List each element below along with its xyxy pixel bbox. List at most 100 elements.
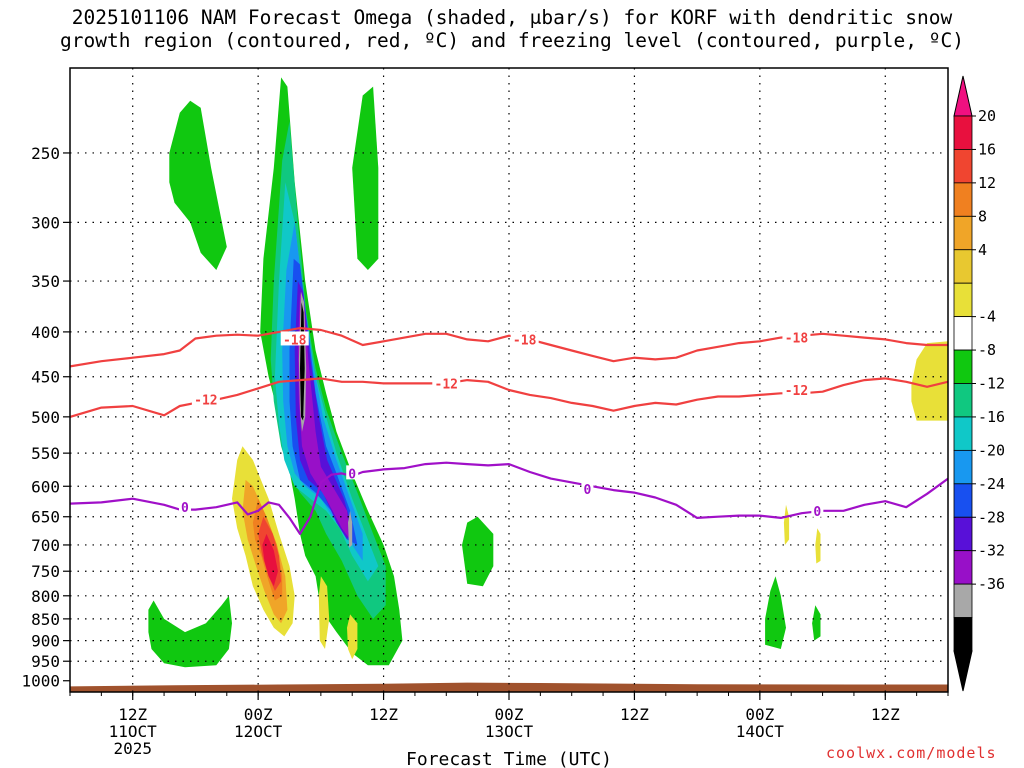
colorbar-swatch-9 bbox=[953, 416, 973, 451]
colorbar-label-11: -28 bbox=[978, 508, 1005, 526]
colorbar-label-6: -8 bbox=[978, 341, 996, 359]
colorbar-label-7: -12 bbox=[978, 375, 1005, 393]
shade-descent-yellow-right2 bbox=[783, 504, 790, 545]
shaded-regions bbox=[70, 77, 948, 692]
contour-label-bg bbox=[782, 382, 811, 397]
y-tick-label-500: 500 bbox=[31, 408, 60, 427]
colorbar-swatch-5 bbox=[953, 282, 973, 318]
colorbar-swatch-2 bbox=[953, 182, 973, 217]
contour-label-9: 0 bbox=[813, 505, 821, 520]
colorbar-label-2: 12 bbox=[978, 174, 996, 192]
colorbar-swatch-15 bbox=[953, 617, 973, 652]
x-axis-title: Forecast Time (UTC) bbox=[406, 749, 612, 768]
axes: 250 300 350 400 450 500 550 600 650 700 750 800 850 9… bbox=[21, 144, 949, 758]
colorbar-swatch-4 bbox=[953, 249, 973, 284]
contour-label-3: -12 bbox=[194, 394, 217, 409]
shade-descent-yellow-right3 bbox=[815, 528, 821, 564]
contour-label-5: -12 bbox=[785, 384, 808, 399]
shade-ascent-green-upper bbox=[352, 86, 379, 270]
colorbar-swatch-6 bbox=[953, 316, 973, 351]
colorbar-swatch-14 bbox=[953, 583, 973, 618]
colorbar-swatch-7 bbox=[953, 349, 973, 384]
y-tick-label-700: 700 bbox=[31, 536, 60, 555]
y-tick-label-450: 450 bbox=[31, 368, 60, 387]
colorbar-top-arrow bbox=[953, 75, 973, 117]
contour-label-bg bbox=[432, 375, 461, 390]
y-tick-label-950: 950 bbox=[31, 652, 60, 671]
shade-descent-yellow-mid bbox=[318, 576, 330, 649]
y-tick-label-250: 250 bbox=[31, 144, 60, 163]
y-tick-label-1000: 1000 bbox=[21, 672, 60, 691]
colorbar-label-4: 4 bbox=[978, 241, 987, 259]
contour-label-bg bbox=[510, 331, 539, 346]
colorbar-swatch-11 bbox=[953, 483, 973, 518]
shade-ground-terrain bbox=[70, 682, 948, 692]
colorbar-label-8: -16 bbox=[978, 408, 1005, 426]
contour-label-0: -18 bbox=[283, 333, 307, 348]
y-tick-label-300: 300 bbox=[31, 213, 60, 232]
colorbar-label-3: 8 bbox=[978, 207, 987, 225]
shade-ascent-grey-low bbox=[348, 510, 353, 548]
contour-label-2: -18 bbox=[785, 332, 809, 347]
y-tick-label-900: 900 bbox=[31, 632, 60, 651]
shade-descent-yellow-right bbox=[911, 341, 948, 421]
contour-labels: -18 -18 -18 -12 -12 -12 0 0 0 0 bbox=[178, 329, 824, 520]
x-tick-year: 2025 bbox=[113, 739, 152, 758]
y-tick-label-800: 800 bbox=[31, 587, 60, 606]
x-tick-date: 12OCT bbox=[234, 722, 283, 741]
x-tick-label: 12Z bbox=[118, 705, 147, 724]
x-tick-date: 13OCT bbox=[485, 722, 534, 741]
colorbar-label-9: -20 bbox=[978, 441, 1005, 459]
contour-label-bg bbox=[346, 465, 359, 480]
x-tick-label: 12Z bbox=[620, 705, 649, 724]
x-tick-label: 12Z bbox=[369, 705, 398, 724]
x-tick-date: 14OCT bbox=[736, 722, 785, 741]
shade-descent-yellow-mid2 bbox=[347, 614, 358, 660]
colorbar-swatch-3 bbox=[953, 215, 973, 251]
colorbar-label-5: -4 bbox=[978, 308, 996, 326]
y-tick-label-850: 850 bbox=[31, 610, 60, 629]
colorbar-label-1: 16 bbox=[978, 140, 996, 158]
contour-label-bg bbox=[280, 331, 309, 346]
y-tick-label-550: 550 bbox=[31, 444, 60, 463]
contour-label-1: -18 bbox=[513, 333, 537, 348]
x-tick-label: 12Z bbox=[871, 705, 900, 724]
colorbar-swatch-12 bbox=[953, 516, 973, 552]
shade-ascent-green-right1 bbox=[765, 576, 786, 649]
colorbar-swatch-13 bbox=[953, 550, 973, 585]
colorbar-swatch-8 bbox=[953, 383, 973, 418]
y-tick-label-400: 400 bbox=[31, 323, 60, 342]
shade-ascent-green-left bbox=[169, 100, 227, 270]
colorbar-swatch-0 bbox=[953, 115, 973, 150]
colorbar-label-12: -32 bbox=[978, 542, 1005, 560]
colorbar-swatch-1 bbox=[953, 149, 973, 184]
contour-label-bg bbox=[178, 499, 191, 514]
shade-ascent-green-lowleft bbox=[148, 595, 232, 668]
colorbar-label-0: 20 bbox=[978, 107, 996, 125]
shade-ascent-indigo bbox=[294, 281, 353, 540]
contour-label-6: 0 bbox=[181, 501, 189, 516]
colorbar-label-10: -24 bbox=[978, 475, 1005, 493]
shade-descent-pink bbox=[262, 533, 278, 587]
contour-label-8: 0 bbox=[583, 483, 591, 498]
contour-label-7: 0 bbox=[348, 467, 356, 482]
shade-ascent-teal bbox=[270, 121, 386, 619]
y-tick-label-750: 750 bbox=[31, 562, 60, 581]
chart-title: 2025101106 NAM Forecast Omega (shaded, μ… bbox=[60, 6, 964, 52]
colorbar-bottom-arrow bbox=[953, 650, 973, 692]
watermark: coolwx.com/models bbox=[826, 744, 997, 762]
colorbar-label-13: -36 bbox=[978, 575, 1005, 593]
y-tick-label-600: 600 bbox=[31, 477, 60, 496]
y-tick-label-350: 350 bbox=[31, 272, 60, 291]
contour-label-4: -12 bbox=[435, 377, 458, 392]
y-tick-label-650: 650 bbox=[31, 508, 60, 527]
colorbar-swatch-10 bbox=[953, 449, 973, 485]
colorbar: 20 16 12 8 4 -4 -8 -12 -16 -20 -24 -28 -32 -36 bbox=[953, 75, 1005, 692]
x-tick-label: 00Z bbox=[244, 705, 273, 724]
shade-ascent-green-small bbox=[462, 516, 494, 587]
x-tick-date: 11OCT bbox=[109, 722, 158, 741]
contour-label-bg bbox=[782, 329, 811, 344]
contour-label-bg bbox=[811, 502, 824, 517]
x-tick-label: 00Z bbox=[495, 705, 524, 724]
